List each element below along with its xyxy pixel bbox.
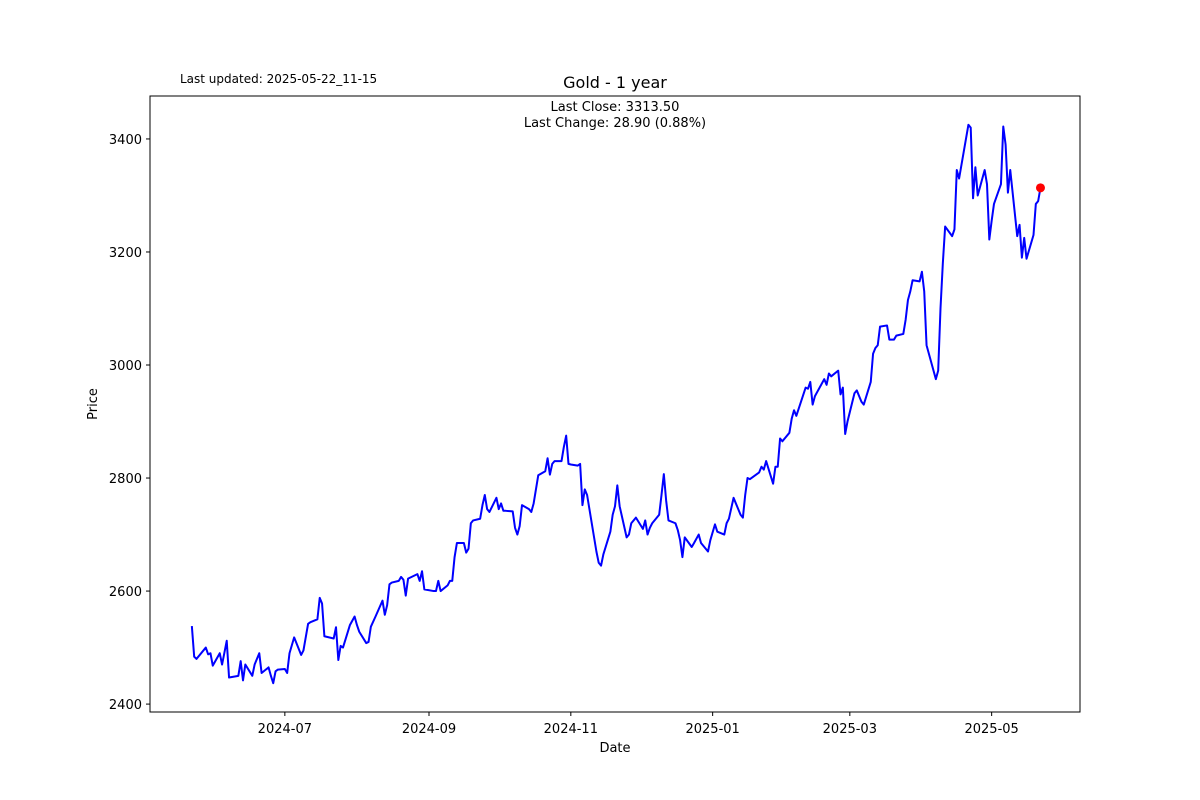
y-tick-label: 3200 [109,246,142,261]
y-tick-label: 2600 [109,585,142,600]
y-axis-label: Price [86,388,101,420]
price-line [190,123,1042,685]
annotation: Last Change: 28.90 (0.88%) [524,116,706,131]
x-tick-label: 2025-01 [685,722,739,737]
x-tick-label: 2024-11 [544,722,598,737]
plot-frame [149,95,1081,713]
y-tick-label: 2400 [109,698,142,713]
y-tick-label: 3000 [109,359,142,374]
chart-title: Gold - 1 year [563,73,667,92]
last-point [1035,183,1045,193]
y-tick-label: 3400 [109,133,142,148]
x-tick-label: 2024-07 [258,722,312,737]
y-tick-label: 2800 [109,472,142,487]
x-tick-label: 2025-05 [964,722,1018,737]
x-tick-label: 2024-09 [402,722,456,737]
last-updated: Last updated: 2025-05-22_11-15 [180,72,377,86]
x-tick-label: 2025-03 [823,722,877,737]
annotation: Last Close: 3313.50 [551,100,680,115]
x-axis-label: Date [599,741,630,756]
